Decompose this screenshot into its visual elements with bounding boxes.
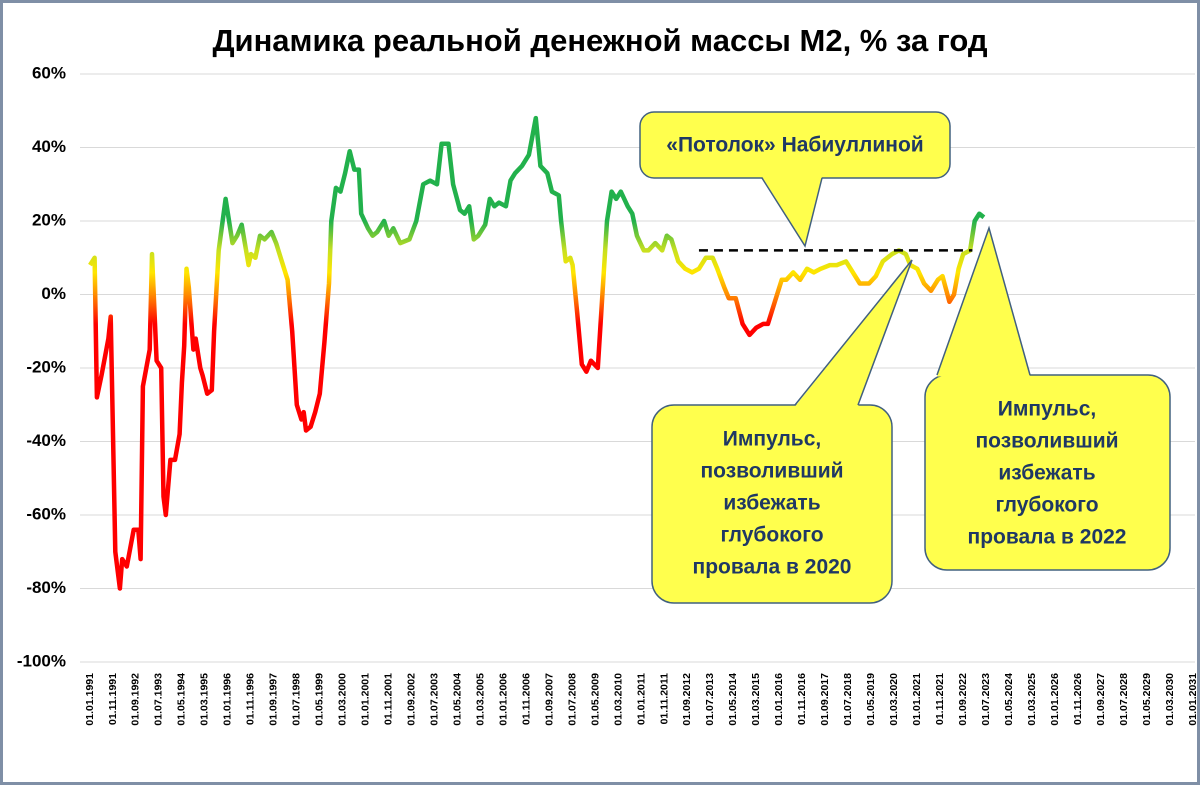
callout-text: позволивший xyxy=(700,460,843,483)
y-tick-label: 40% xyxy=(32,137,66,156)
y-tick-label: -100% xyxy=(17,651,66,670)
x-tick-label: 01.05.1994 xyxy=(176,673,188,726)
x-tick-label: 01.05.2004 xyxy=(451,673,463,726)
x-tick-label: 01.09.2017 xyxy=(819,673,831,726)
x-tick-label: 01.05.2024 xyxy=(1003,673,1015,726)
x-tick-label: 01.01.2026 xyxy=(1049,673,1061,726)
x-tick-label: 01.11.2016 xyxy=(796,673,808,725)
y-tick-label: 0% xyxy=(41,284,66,303)
callout-text: избежать xyxy=(723,492,820,515)
x-tick-label: 01.07.2028 xyxy=(1118,673,1130,726)
y-tick-label: -20% xyxy=(26,357,66,376)
x-tick-label: 01.05.2019 xyxy=(865,673,877,726)
x-tick-label: 01.03.2030 xyxy=(1164,673,1176,726)
x-tick-label: 01.07.1998 xyxy=(291,673,303,726)
y-tick-label: -60% xyxy=(26,504,66,523)
callout-text: избежать xyxy=(998,462,1095,485)
x-tick-label: 01.07.2003 xyxy=(428,673,440,726)
y-tick-label: -40% xyxy=(26,431,66,450)
x-tick-label: 01.01.2011 xyxy=(635,673,647,725)
callout: Импульс, позволивший избежать глубокого пров… xyxy=(651,259,913,604)
x-tick-label: 01.01.2031 xyxy=(1187,673,1199,726)
callout-text: позволивший xyxy=(975,430,1118,453)
callout: «Потолок» Набиуллиной xyxy=(639,111,951,248)
x-tick-label: 01.09.2022 xyxy=(957,673,969,726)
x-tick-label: 01.01.2021 xyxy=(911,673,923,726)
x-tick-label: 01.11.2001 xyxy=(383,673,395,725)
callout: Импульс, позволивший избежать глубокого пров… xyxy=(924,225,1171,571)
chart-title: Динамика реальной денежной массы М2, % з… xyxy=(212,23,987,58)
x-tick-label: 01.01.1991 xyxy=(84,673,96,726)
x-tick-label: 01.01.2006 xyxy=(497,673,509,726)
x-tick-label: 01.09.1997 xyxy=(268,673,280,726)
x-tick-label: 01.11.2011 xyxy=(658,673,670,725)
x-tick-label: 01.01.2016 xyxy=(773,673,785,726)
x-tick-label: 01.03.1995 xyxy=(199,673,211,726)
x-tick-label: 01.03.2020 xyxy=(888,673,900,726)
x-tick-label: 01.03.2005 xyxy=(474,673,486,726)
y-tick-label: 20% xyxy=(32,210,66,229)
data-line xyxy=(88,115,986,591)
x-tick-label: 01.11.2006 xyxy=(520,673,532,725)
y-tick-label: 60% xyxy=(32,63,66,82)
x-tick-label: 01.09.2002 xyxy=(405,673,417,726)
x-tick-label: 01.07.2008 xyxy=(566,673,578,726)
callout-text: Импульс, xyxy=(998,398,1096,421)
callout-text: «Потолок» Набиуллиной xyxy=(666,134,923,157)
x-tick-label: 01.11.2021 xyxy=(934,673,946,725)
x-tick-label: 01.05.2009 xyxy=(589,673,601,726)
callout-text: глубокого xyxy=(720,524,823,547)
x-tick-label: 01.09.1992 xyxy=(130,673,142,726)
x-tick-label: 01.07.2023 xyxy=(980,673,992,726)
x-tick-label: 01.09.2012 xyxy=(681,673,693,726)
x-tick-label: 01.07.2018 xyxy=(842,673,854,726)
x-tick-label: 01.07.2013 xyxy=(704,673,716,726)
x-tick-label: 01.01.1996 xyxy=(222,673,234,726)
y-tick-label: -80% xyxy=(26,578,66,597)
x-tick-label: 01.03.2010 xyxy=(612,673,624,726)
x-tick-label: 01.03.2025 xyxy=(1026,673,1038,726)
callout-text: провала в 2022 xyxy=(968,526,1127,549)
callout-text: провала в 2020 xyxy=(693,556,852,579)
x-tick-label: 01.05.2029 xyxy=(1141,673,1153,726)
x-tick-label: 01.09.2027 xyxy=(1095,673,1107,726)
x-tick-label: 01.07.1993 xyxy=(153,673,165,726)
x-tick-label: 01.03.2015 xyxy=(750,673,762,726)
x-tick-label: 01.11.1996 xyxy=(245,673,257,725)
x-tick-label: 01.11.1991 xyxy=(107,673,119,725)
x-tick-label: 01.05.1999 xyxy=(314,673,326,726)
x-tick-label: 01.01.2001 xyxy=(360,673,372,726)
x-tick-label: 01.03.2000 xyxy=(337,673,349,726)
callout-text: Импульс, xyxy=(723,428,821,451)
x-tick-label: 01.09.2007 xyxy=(543,673,555,726)
x-tick-label: 01.05.2014 xyxy=(727,673,739,726)
callout-text: глубокого xyxy=(995,494,1098,517)
x-tick-label: 01.11.2026 xyxy=(1072,673,1084,725)
